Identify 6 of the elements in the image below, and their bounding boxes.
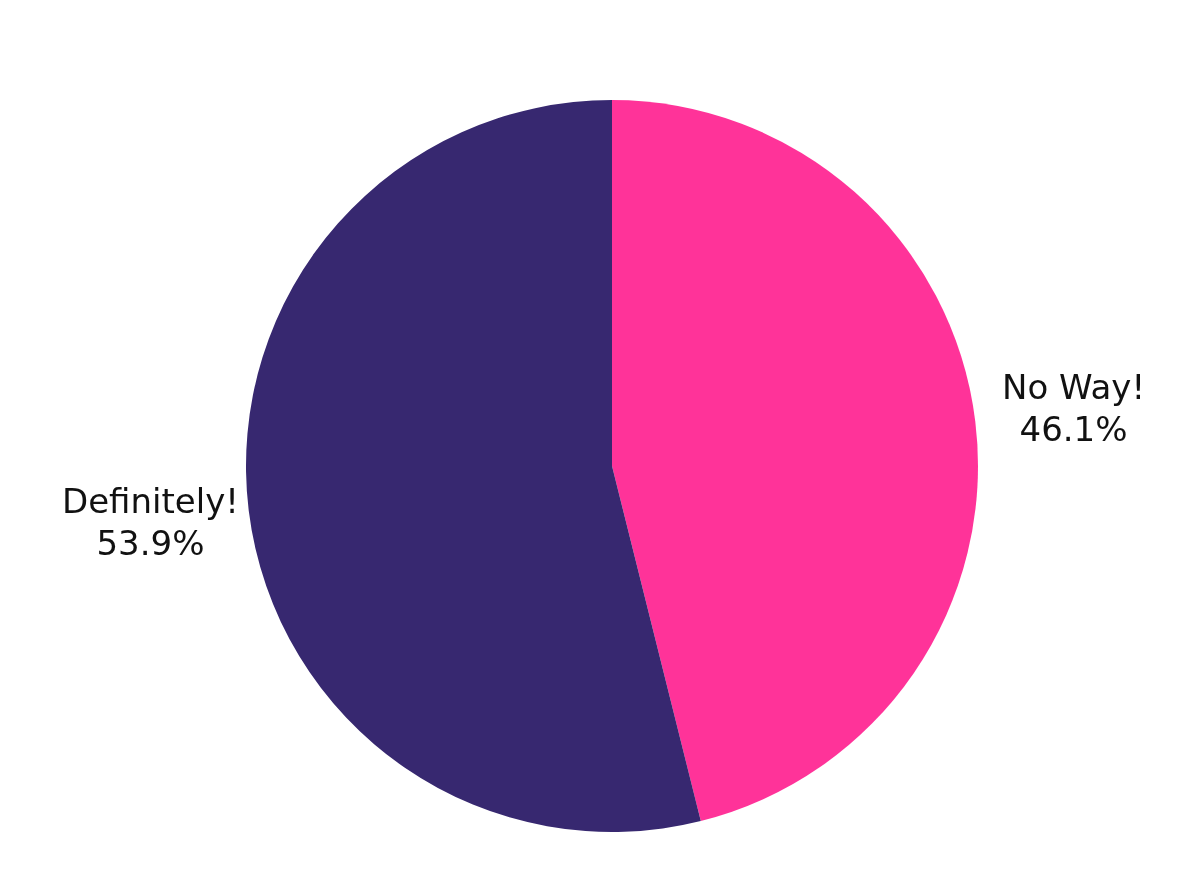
pie-slice — [612, 100, 978, 822]
data-label: 53.9% — [96, 522, 205, 563]
data-label: 46.1% — [1019, 409, 1128, 450]
slice-label: Definitely! — [62, 480, 239, 521]
pie-slice — [246, 100, 701, 832]
slice-label: No Way! — [1001, 367, 1146, 408]
